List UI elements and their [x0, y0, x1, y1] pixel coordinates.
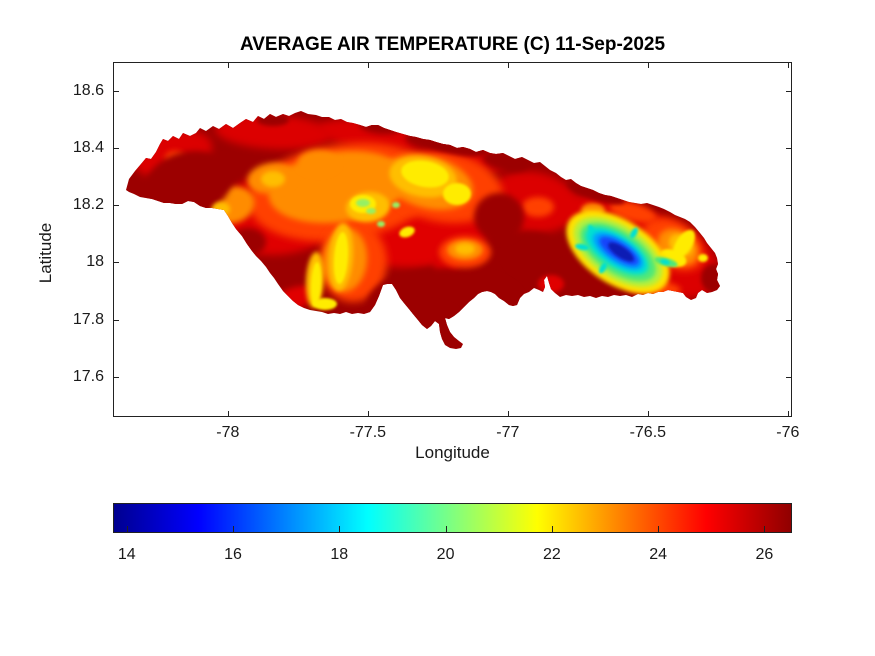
y-tick-mark: [114, 148, 119, 150]
y-tick-label: 18: [86, 253, 104, 271]
colorbar-tick-mark: [233, 526, 235, 532]
x-tick-label: -77.5: [349, 424, 387, 441]
x-tick-mark-top: [507, 63, 509, 68]
y-tick-mark: [114, 319, 119, 321]
colorbar-tick-mark: [126, 526, 128, 532]
x-tick-label: -76: [776, 424, 800, 441]
temperature-contour-blob: [553, 261, 597, 293]
y-tick-mark-right: [786, 376, 791, 378]
colorbar-tick-label: 22: [542, 546, 561, 563]
plot-title: AVERAGE AIR TEMPERATURE (C) 11-Sep-2025: [239, 34, 666, 55]
x-axis-label: Longitude: [415, 443, 490, 462]
colorbar-tick-label: 26: [755, 546, 774, 563]
y-tick-label: 17.8: [72, 310, 104, 328]
x-tick-mark-top: [787, 63, 789, 68]
colorbar-tick-mark: [445, 526, 447, 532]
x-tick-mark: [787, 411, 789, 416]
x-tick-mark: [647, 411, 649, 416]
temperature-contour-blob: [455, 243, 475, 255]
y-axis-label: Latitude: [36, 222, 55, 284]
colorbar-tick-mark: [339, 526, 341, 532]
y-tick-mark-right: [786, 319, 791, 321]
y-tick-mark: [114, 376, 119, 378]
temperature-contour-blob: [630, 227, 638, 239]
temperature-contour-blob: [377, 221, 385, 227]
temperature-contour-blob: [701, 264, 720, 292]
colorbar-tick-mark: [551, 526, 553, 532]
temperature-contour-blob: [143, 150, 233, 218]
colorbar-tick-mark: [764, 526, 766, 532]
temperature-contour-blob: [401, 160, 449, 188]
colorbar-tick-label: 14: [117, 546, 136, 563]
colorbar: [113, 503, 792, 533]
temperature-contour-blob: [356, 199, 370, 207]
temperature-contour-blob: [599, 262, 607, 274]
temperature-contour-blob: [474, 193, 524, 241]
temperature-contour-blob: [365, 303, 455, 323]
x-tick-label: -76.5: [629, 424, 667, 441]
temperature-contour-blob: [522, 197, 554, 217]
x-tick-label: -77: [496, 424, 520, 441]
colorbar-tick-mark: [658, 526, 660, 532]
temperature-contour-blob: [298, 150, 338, 174]
temperature-contour-blob: [399, 226, 415, 238]
colorbar-tick-label: 18: [330, 546, 349, 563]
x-tick-mark-top: [227, 63, 229, 68]
temperature-contour-blob: [310, 262, 322, 306]
temperature-contour-blob: [538, 275, 564, 293]
y-tick-mark-right: [786, 91, 791, 92]
temperature-contour-blob: [230, 228, 266, 256]
colorbar-tick-label: 24: [649, 546, 668, 563]
y-tick-mark-right: [786, 205, 791, 207]
colorbar-tick-label: 16: [224, 546, 242, 563]
temperature-contour-blob: [575, 243, 589, 251]
jamaica-temperature-map: [126, 111, 720, 349]
y-tick-label: 18.2: [72, 196, 104, 214]
x-tick-mark: [367, 411, 369, 416]
temperature-contour-blob: [366, 208, 376, 214]
temperature-contour-blob: [609, 201, 657, 223]
x-tick-label: -78: [216, 424, 240, 441]
temperature-contour-blob: [367, 268, 523, 340]
temperature-contour-blob: [392, 202, 400, 208]
colorbar-tick-label: 20: [436, 546, 455, 563]
y-tick-label: 17.6: [72, 367, 104, 385]
temperature-contour-blob: [215, 114, 331, 150]
temperature-contour-blob: [673, 229, 695, 259]
y-tick-mark: [114, 205, 119, 207]
temperature-contour-blob: [313, 298, 337, 310]
temperature-contour-blob: [660, 259, 670, 265]
temperature-contour-blob: [261, 171, 285, 187]
x-tick-mark-top: [367, 63, 369, 68]
y-tick-label: 18.4: [72, 139, 104, 157]
x-tick-mark: [227, 411, 229, 416]
plot-area: [113, 62, 792, 417]
temperature-contour-blob: [567, 181, 625, 205]
y-tick-mark-right: [786, 262, 791, 264]
temperature-contour-blob: [333, 232, 349, 284]
temperature-contour-blob: [443, 183, 471, 205]
temperature-contour-blob: [257, 114, 289, 126]
y-tick-mark: [114, 91, 119, 92]
y-tick-mark: [114, 262, 119, 264]
x-tick-mark-top: [647, 63, 649, 68]
temperature-contour-blob: [608, 242, 634, 262]
temperature-contour-blob: [505, 232, 561, 276]
x-tick-mark: [507, 411, 509, 416]
temperature-contour-blob: [698, 254, 708, 262]
y-tick-label: 18.6: [72, 82, 104, 99]
temperature-contour-blob: [212, 202, 230, 216]
y-tick-mark-right: [786, 148, 791, 150]
